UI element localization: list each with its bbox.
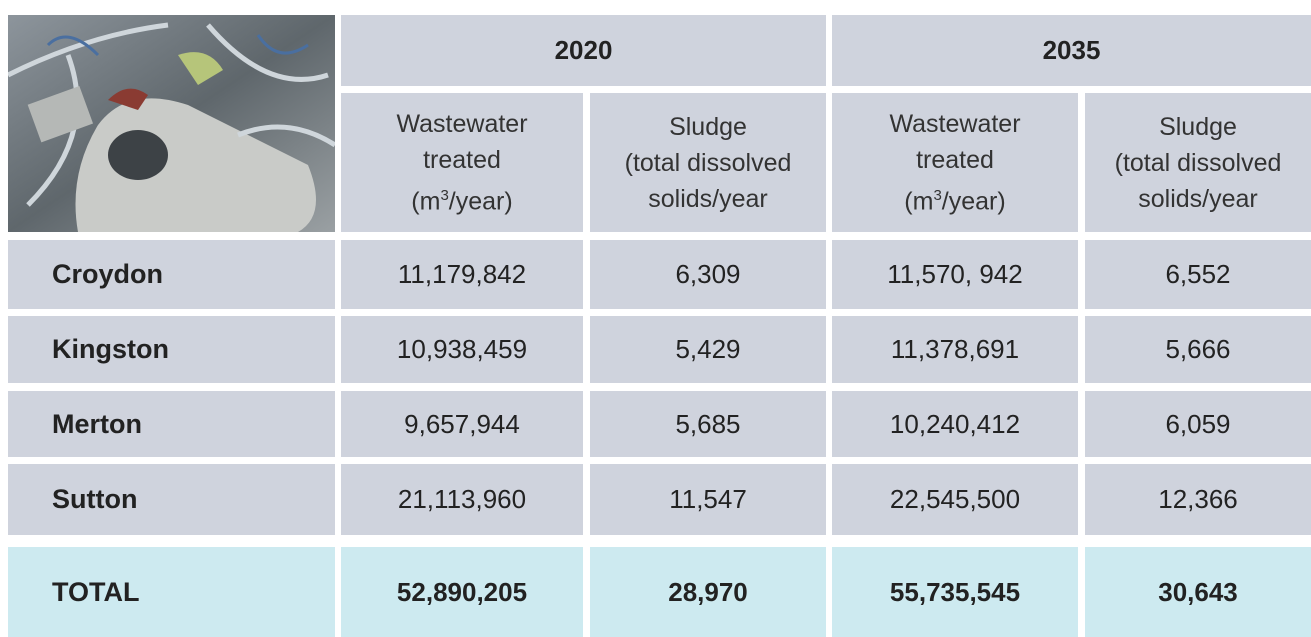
data-cell: 11,179,842: [341, 240, 583, 309]
row-label: Croydon: [8, 240, 335, 309]
data-cell: 11,547: [590, 464, 826, 535]
total-cell: 28,970: [590, 547, 826, 637]
cell-value: 6,309: [675, 259, 741, 289]
total-cell: 52,890,205: [341, 547, 583, 637]
row-label: Merton: [8, 391, 335, 457]
data-cell: 5,666: [1085, 316, 1311, 383]
cell-value: 12,366: [1158, 484, 1238, 514]
data-cell: 6,059: [1085, 391, 1311, 457]
header-line: Wastewater: [889, 109, 1021, 138]
header-line: treated: [423, 145, 501, 174]
unit-line: (m3/year): [904, 178, 1005, 219]
total-cell: 30,643: [1085, 547, 1311, 637]
column-header: Sludge (total dissolved solids/year: [1085, 93, 1311, 232]
data-cell: 5,429: [590, 316, 826, 383]
total-value: 52,890,205: [396, 576, 528, 607]
total-value: 30,643: [1158, 576, 1238, 607]
cell-value: 21,113,960: [397, 484, 527, 514]
total-value: 55,735,545: [889, 576, 1021, 607]
unit-text: /year): [448, 187, 513, 216]
cell-value: 10,938,459: [396, 334, 528, 364]
cell-value: 11,547: [669, 484, 747, 514]
year-label: 2020: [554, 35, 613, 65]
data-cell: 5,685: [590, 391, 826, 457]
data-cell: 6,309: [590, 240, 826, 309]
cell-value: 22,545,500: [889, 484, 1021, 514]
column-header: Wastewater treated (m3/year): [341, 93, 583, 232]
cell-value: 11,378,691: [890, 334, 1020, 364]
cell-value: 5,429: [675, 334, 741, 364]
unit-text: (m: [904, 187, 934, 216]
data-cell: 11,570, 942: [832, 240, 1078, 309]
header-line: Sludge: [669, 112, 747, 141]
unit-text: (m: [411, 187, 441, 216]
cell-value: 5,685: [675, 408, 741, 439]
header-line: (total dissolved: [624, 148, 792, 177]
total-label: TOTAL: [8, 547, 335, 637]
cell-value: 6,552: [1165, 259, 1231, 289]
data-cell: 12,366: [1085, 464, 1311, 535]
data-cell: 10,938,459: [341, 316, 583, 383]
cell-value: 11,179,842: [397, 259, 527, 289]
row-name: Kingston: [52, 334, 169, 364]
header-line: Sludge: [1159, 112, 1237, 141]
row-name: Sutton: [52, 484, 138, 514]
year-header: 2035: [832, 15, 1311, 86]
header-line: Wastewater: [396, 109, 528, 138]
total-cell: 55,735,545: [832, 547, 1078, 637]
unit-superscript: 3: [440, 186, 449, 204]
data-cell: 21,113,960: [341, 464, 583, 535]
data-cell: 6,552: [1085, 240, 1311, 309]
header-line: solids/year: [1138, 184, 1258, 213]
unit-line: (m3/year): [411, 178, 512, 219]
cell-value: 6,059: [1165, 408, 1231, 439]
row-name: Croydon: [52, 259, 163, 289]
cell-value: 5,666: [1165, 334, 1231, 364]
unit-superscript: 3: [933, 186, 942, 204]
cell-value: 11,570, 942: [887, 259, 1023, 289]
row-label: Sutton: [8, 464, 335, 535]
total-value: 28,970: [668, 576, 748, 607]
year-header: 2020: [341, 15, 826, 86]
cell-value: 9,657,944: [404, 408, 520, 439]
header-line: solids/year: [648, 184, 768, 213]
photo: [8, 15, 335, 232]
column-header: Sludge (total dissolved solids/year: [590, 93, 826, 232]
data-cell: 22,545,500: [832, 464, 1078, 535]
data-cell: 9,657,944: [341, 391, 583, 457]
row-label: Kingston: [8, 316, 335, 383]
header-line: (total dissolved: [1114, 148, 1282, 177]
cell-value: 10,240,412: [889, 408, 1021, 439]
row-name: Merton: [52, 408, 142, 439]
data-cell: 10,240,412: [832, 391, 1078, 457]
header-line: treated: [916, 145, 994, 174]
data-cell: 11,378,691: [832, 316, 1078, 383]
year-label: 2035: [1042, 35, 1101, 65]
column-header: Wastewater treated (m3/year): [832, 93, 1078, 232]
total-name: TOTAL: [52, 576, 140, 607]
unit-text: /year): [941, 187, 1006, 216]
